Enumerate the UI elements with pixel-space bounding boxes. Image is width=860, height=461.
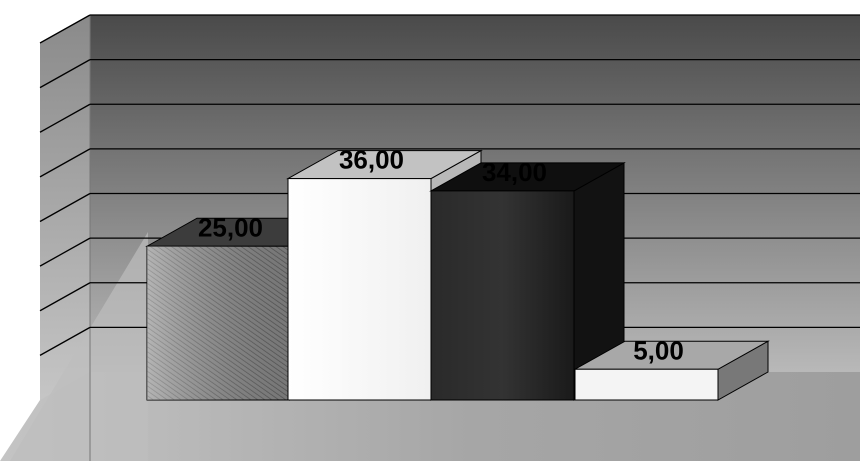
gridline-side — [39, 237, 91, 267]
gridline-side — [39, 192, 91, 223]
bar-front-face — [287, 178, 432, 401]
data-label-1: 25,00 — [198, 212, 263, 242]
bar-4 — [573, 340, 770, 401]
bar-3 — [429, 162, 626, 401]
gridline-side — [39, 148, 91, 178]
bar-front-face — [574, 368, 719, 401]
data-label-3: 34,00 — [482, 157, 547, 187]
data-label-4: 5,00 — [633, 335, 684, 365]
bar-front-face — [430, 190, 575, 401]
data-labels: 25,00 36,00 34,00 5,00 — [198, 145, 684, 366]
data-label-2: 36,00 — [339, 145, 404, 175]
floor-wedge — [10, 232, 148, 461]
bars — [145, 149, 770, 401]
gridline-side — [39, 59, 91, 89]
gridline-side — [39, 282, 91, 312]
bar-front-shading — [147, 246, 290, 400]
gridline-side — [39, 326, 91, 356]
gridline-side — [39, 14, 91, 44]
gridline-side — [39, 103, 91, 133]
